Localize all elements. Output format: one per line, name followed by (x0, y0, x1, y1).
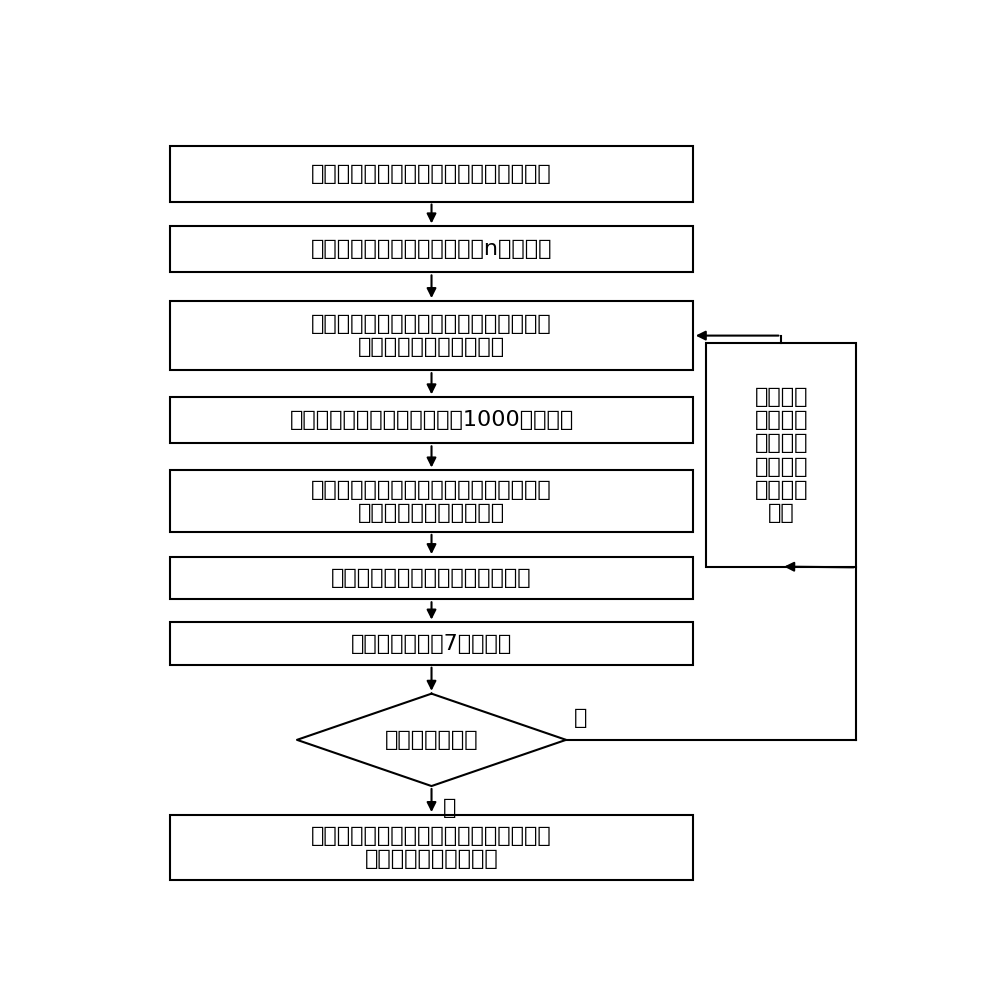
Text: 否: 否 (443, 798, 456, 818)
Text: 通过拉丁超立方采样方法生成1000个样本点: 通过拉丁超立方采样方法生成1000个样本点 (290, 410, 573, 430)
Text: 根据样本点的重要性将样本点分组: 根据样本点的重要性将样本点分组 (331, 568, 532, 588)
Bar (171, 557, 692, 599)
Text: 利用样本点通过三种不同的方法分别构造
三种转向管柱的近似模型: 利用样本点通过三种不同的方法分别构造 三种转向管柱的近似模型 (311, 314, 552, 357)
Bar (706, 343, 856, 567)
Bar (171, 226, 692, 272)
Polygon shape (297, 694, 566, 786)
Text: 用三种近似模型分别计算样本点函数值并
按值的大小将样本点排序: 用三种近似模型分别计算样本点函数值并 按值的大小将样本点排序 (311, 480, 552, 523)
Bar (171, 301, 692, 370)
Text: 利用原样
本点和新
产生的样
本点组成
新的样本
点组: 利用原样 本点和新 产生的样 本点组成 新的样本 点组 (755, 387, 808, 523)
Text: 计算权值并选出7个样本点: 计算权值并选出7个样本点 (351, 634, 512, 654)
Bar (171, 470, 692, 532)
Text: 通过拉丁超立方采样方法生成n个初始点: 通过拉丁超立方采样方法生成n个初始点 (310, 239, 553, 259)
Text: 利用参数化模型生成负泊松比结构转向管
柱有限元模型进行验证: 利用参数化模型生成负泊松比结构转向管 柱有限元模型进行验证 (311, 826, 552, 869)
Bar (171, 815, 692, 880)
Text: 结果满足目标？: 结果满足目标？ (385, 730, 478, 750)
Text: 建立负泊松比结构转向管柱的参数化模型: 建立负泊松比结构转向管柱的参数化模型 (311, 164, 552, 184)
Bar (171, 622, 692, 665)
Bar (171, 146, 692, 202)
Text: 是: 是 (573, 708, 587, 728)
Bar (171, 397, 692, 443)
